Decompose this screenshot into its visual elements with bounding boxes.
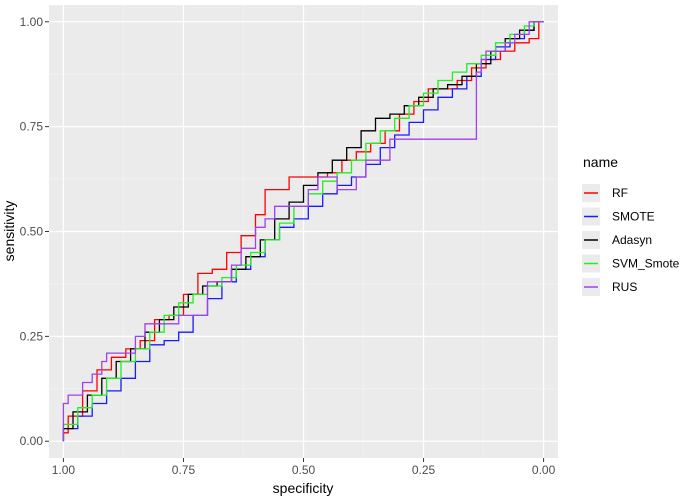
x-tick-label: 0.50 [292,463,316,477]
y-tick-label: 1.00 [20,15,44,29]
y-axis-title: sensitivity [1,201,17,262]
legend-title: name [583,154,618,170]
x-tick-label: 0.00 [532,463,556,477]
legend-label-rus: RUS [612,280,637,294]
x-tick-label: 0.75 [172,463,196,477]
legend: name RF SMOTE Adasyn SVM_Smote RUS [582,154,680,296]
y-tick-label: 0.75 [20,120,44,134]
series-layer [62,21,544,442]
x-axis-title: specificity [273,480,334,496]
legend-label-adasyn: Adasyn [612,233,652,247]
x-axis: 1.00 0.75 0.50 0.25 0.00 [52,458,556,477]
x-tick-label: 0.25 [412,463,436,477]
major-gridlines [49,5,558,458]
x-tick-label: 1.00 [52,463,76,477]
series-line-rus [62,21,544,442]
y-tick-label: 0.00 [20,434,44,448]
y-tick-label: 0.25 [20,329,44,343]
y-tick-label: 0.50 [20,225,44,239]
y-axis: 0.00 0.25 0.50 0.75 1.00 [20,15,49,448]
legend-label-smote: SMOTE [612,210,655,224]
legend-label-svm-smote: SVM_Smote [612,257,680,271]
legend-label-rf: RF [612,186,628,200]
series-line-smote [62,21,544,442]
